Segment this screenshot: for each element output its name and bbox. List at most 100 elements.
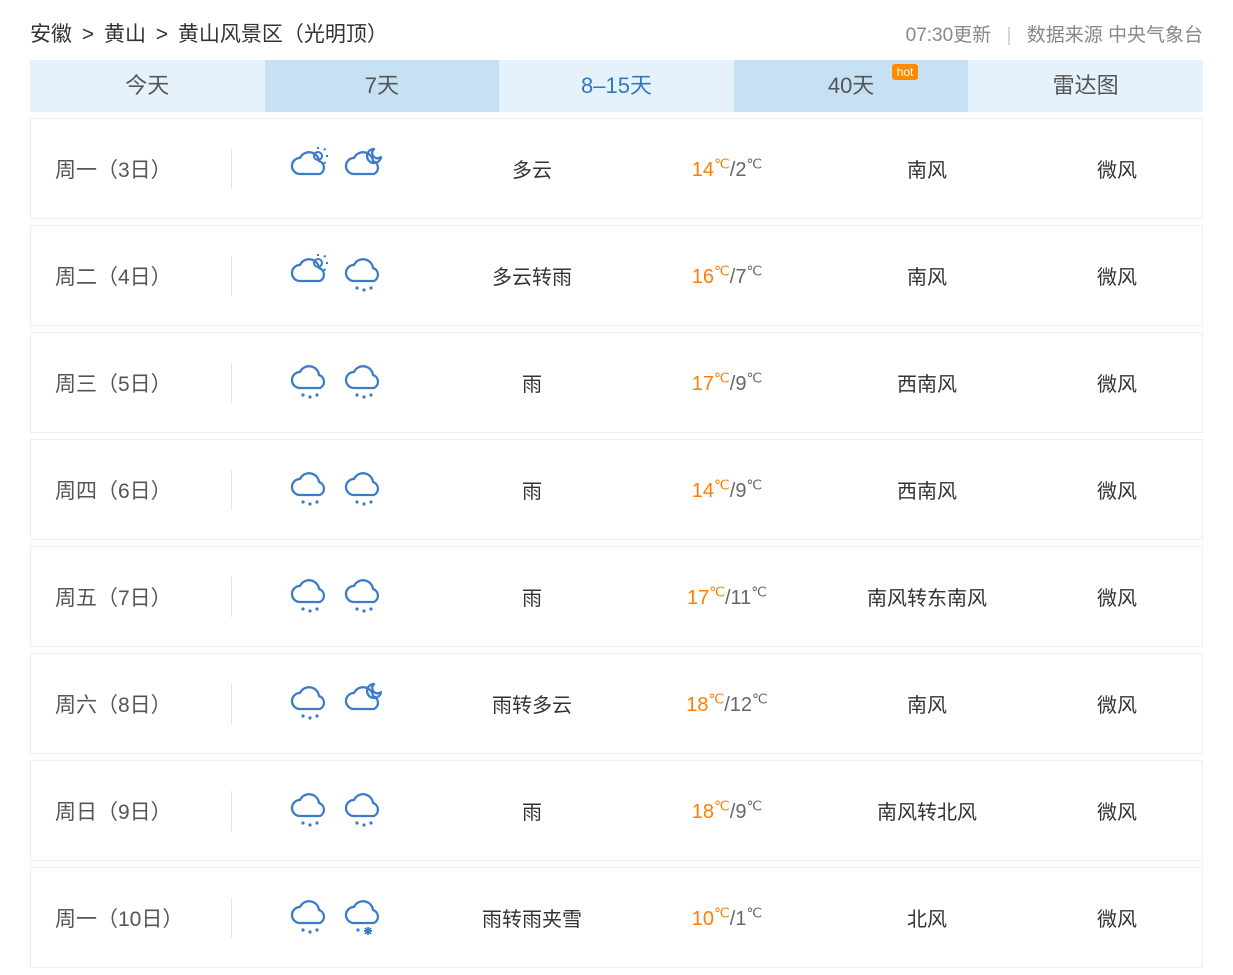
weather-icons: [242, 144, 432, 194]
temp-high: 18℃: [692, 801, 730, 823]
wind-direction: 南风: [822, 261, 1032, 290]
condition: 雨转雨夹雪: [432, 903, 632, 932]
forecast-tabs: 今天7天8–15天40天hot雷达图: [30, 60, 1203, 112]
weather-icons: [242, 572, 432, 622]
temp-low: /9℃: [730, 373, 762, 395]
wind-direction: 南风转北风: [822, 796, 1032, 825]
day-label: 周三（5日）: [31, 368, 231, 398]
tab-1[interactable]: 7天: [265, 60, 500, 112]
forecast-row[interactable]: 周二（4日）多云转雨16℃/7℃南风微风: [30, 225, 1203, 326]
weather-icons: [242, 679, 432, 729]
temp-low: /2℃: [730, 159, 762, 181]
temperature: 14℃/2℃: [632, 155, 822, 182]
condition: 多云: [432, 154, 632, 183]
sun-cloud-icon: [286, 144, 334, 194]
tab-0[interactable]: 今天: [30, 60, 265, 112]
day-label: 周四（6日）: [31, 475, 231, 505]
divider: [231, 149, 232, 189]
forecast-rows: 周一（3日）多云14℃/2℃南风微风周二（4日）多云转雨16℃/7℃南风微风周三…: [30, 118, 1203, 968]
temperature: 10℃/1℃: [632, 904, 822, 931]
temp-low: /11℃: [725, 587, 767, 609]
weather-icons: [242, 786, 432, 836]
tab-3[interactable]: 40天hot: [734, 60, 969, 112]
rain-cloud-icon: [286, 572, 334, 622]
breadcrumb-sep: >: [156, 23, 168, 46]
rain-cloud-icon: [340, 251, 388, 301]
divider: [231, 791, 232, 831]
forecast-row[interactable]: 周一（3日） 多云14℃/2℃南风微风: [30, 118, 1203, 219]
source-label: 数据来源: [1027, 25, 1103, 46]
wind-level: 微风: [1032, 154, 1202, 183]
weather-icons: [242, 893, 432, 943]
tab-2[interactable]: 8–15天: [499, 60, 734, 112]
forecast-row[interactable]: 周一（10日）雨转雨夹雪10℃/1℃北风微风: [30, 867, 1203, 968]
temperature: 14℃/9℃: [632, 476, 822, 503]
moon-cloud-icon: [340, 679, 388, 729]
tab-4[interactable]: 雷达图: [968, 60, 1203, 112]
wind-direction: 西南风: [822, 368, 1032, 397]
source-value: 中央气象台: [1108, 25, 1203, 46]
wind-direction: 南风: [822, 154, 1032, 183]
breadcrumb-location: 黄山风景区（光明顶）: [178, 23, 388, 46]
rain-cloud-icon: [286, 679, 334, 729]
temperature: 18℃/12℃: [632, 690, 822, 717]
wind-level: 微风: [1032, 582, 1202, 611]
rain-cloud-icon: [286, 358, 334, 408]
wind-level: 微风: [1032, 903, 1202, 932]
temp-high: 14℃: [692, 480, 730, 502]
rain-cloud-icon: [286, 893, 334, 943]
temp-low: /7℃: [730, 266, 762, 288]
sun-cloud-icon: [286, 251, 334, 301]
breadcrumb: 安徽 > 黄山 > 黄山风景区（光明顶）: [30, 18, 388, 48]
wind-level: 微风: [1032, 796, 1202, 825]
temperature: 17℃/11℃: [632, 583, 822, 610]
day-label: 周五（7日）: [31, 582, 231, 612]
forecast-row[interactable]: 周日（9日）雨18℃/9℃南风转北风微风: [30, 760, 1203, 861]
day-label: 周一（3日）: [31, 154, 231, 184]
rain-cloud-icon: [340, 358, 388, 408]
wind-level: 微风: [1032, 689, 1202, 718]
rain-cloud-icon: [340, 465, 388, 515]
rain-cloud-icon: [340, 786, 388, 836]
rain-cloud-icon: [340, 572, 388, 622]
condition: 雨: [432, 368, 632, 397]
temp-high: 17℃: [687, 587, 725, 609]
rain-cloud-icon: [286, 465, 334, 515]
wind-direction: 西南风: [822, 475, 1032, 504]
condition: 雨: [432, 796, 632, 825]
wind-direction: 北风: [822, 903, 1032, 932]
temp-high: 18℃: [686, 694, 724, 716]
temp-high: 10℃: [692, 908, 730, 930]
breadcrumb-city[interactable]: 黄山: [104, 23, 146, 46]
forecast-row[interactable]: 周六（8日）雨转多云18℃/12℃南风微风: [30, 653, 1203, 754]
divider: [231, 363, 232, 403]
weather-icons: [242, 465, 432, 515]
forecast-row[interactable]: 周四（6日）雨14℃/9℃西南风微风: [30, 439, 1203, 540]
condition: 雨转多云: [432, 689, 632, 718]
temp-low: /9℃: [730, 801, 762, 823]
divider: [231, 256, 232, 296]
temperature: 18℃/9℃: [632, 797, 822, 824]
wind-direction: 南风转东南风: [822, 582, 1032, 611]
day-label: 周一（10日）: [31, 903, 231, 933]
temperature: 16℃/7℃: [632, 262, 822, 289]
day-label: 周日（9日）: [31, 796, 231, 826]
divider: [231, 470, 232, 510]
weather-icons: [242, 358, 432, 408]
hot-badge: hot: [892, 64, 919, 80]
forecast-row[interactable]: 周五（7日）雨17℃/11℃南风转东南风微风: [30, 546, 1203, 647]
day-label: 周六（8日）: [31, 689, 231, 719]
divider: [231, 577, 232, 617]
temp-low: /9℃: [730, 480, 762, 502]
weather-icons: [242, 251, 432, 301]
day-label: 周二（4日）: [31, 261, 231, 291]
wind-level: 微风: [1032, 261, 1202, 290]
temp-low: /12℃: [724, 694, 768, 716]
sleet-cloud-icon: [340, 893, 388, 943]
breadcrumb-province[interactable]: 安徽: [30, 23, 72, 46]
temp-low: /1℃: [730, 908, 762, 930]
temp-high: 16℃: [692, 266, 730, 288]
condition: 雨: [432, 582, 632, 611]
header-meta: 07:30更新 | 数据来源 中央气象台: [906, 20, 1203, 47]
forecast-row[interactable]: 周三（5日）雨17℃/9℃西南风微风: [30, 332, 1203, 433]
